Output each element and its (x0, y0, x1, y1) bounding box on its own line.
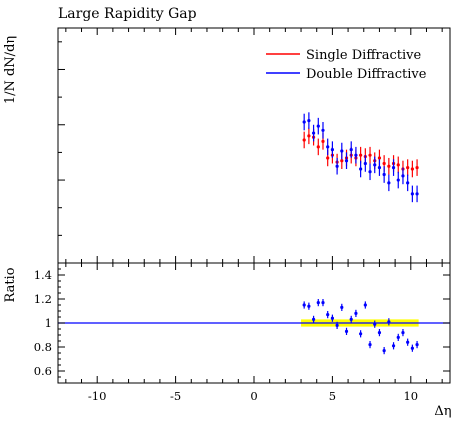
ratio-data-point (410, 346, 414, 350)
ratio-plot-panel: 0.6 0.8 1 1.2 1.4 -10 -5 0 5 10 (34, 262, 451, 403)
ratio-data-point (401, 331, 405, 335)
data-point (354, 153, 358, 157)
ratio-data-point (377, 331, 382, 335)
ratio-data-point (316, 301, 320, 305)
legend-label-double-diffractive: Double Diffractive (306, 67, 427, 82)
ratio-y-tick-label: 0.8 (34, 340, 52, 354)
ratio-data-point (391, 344, 396, 348)
data-point (387, 181, 391, 185)
ratio-data-point (363, 303, 367, 307)
data-point (415, 192, 419, 196)
data-point (316, 124, 320, 128)
data-point (410, 192, 414, 196)
ratio-data-point (349, 317, 353, 321)
x-tick-label: -10 (88, 389, 107, 403)
ratio-series-double-diffractive (302, 299, 419, 355)
data-point (406, 181, 410, 185)
data-point (377, 156, 382, 160)
data-point (406, 166, 410, 170)
ratio-y-axis-label: Ratio (3, 267, 18, 302)
data-point (302, 120, 306, 124)
ratio-y-tick-label: 1.4 (34, 268, 52, 282)
ratio-reference-band-layer (58, 319, 450, 327)
ratio-y-tick-label: 1 (45, 316, 52, 330)
data-point (401, 174, 405, 178)
data-point (316, 145, 320, 149)
data-point (359, 153, 363, 157)
main-plot-ticks (58, 28, 443, 263)
x-tick-label: 10 (403, 389, 418, 403)
data-point (359, 167, 363, 171)
data-point (340, 159, 344, 163)
ratio-data-point (368, 343, 372, 347)
data-point (330, 148, 334, 152)
data-point (373, 163, 377, 167)
x-tick-label: 5 (329, 389, 336, 403)
main-plot-panel: Single Diffractive Double Diffractive (57, 27, 451, 264)
ratio-y-tick-label: 1.2 (34, 292, 52, 306)
x-axis-label: Δη (434, 404, 451, 419)
ratio-data-point (396, 335, 400, 339)
data-point (321, 139, 325, 143)
x-tick-label: 0 (250, 389, 257, 403)
data-point (344, 159, 349, 163)
ratio-data-point (382, 349, 386, 353)
main-plot-points (302, 112, 419, 203)
data-point (311, 131, 316, 135)
data-point (382, 172, 386, 177)
main-plot-title: Large Rapidity Gap (58, 6, 197, 22)
ratio-data-point (354, 311, 358, 315)
ratio-data-point (335, 323, 339, 327)
ratio-y-tick-label: 0.6 (34, 364, 52, 378)
ratio-data-point (387, 320, 391, 324)
data-point (326, 156, 330, 160)
data-point (307, 134, 311, 138)
data-point (326, 145, 330, 149)
data-point (391, 166, 396, 170)
ratio-data-point (307, 304, 311, 308)
ratio-data-point (311, 317, 316, 321)
data-point (387, 164, 391, 168)
data-point (321, 128, 325, 132)
data-point (307, 119, 311, 123)
ratio-data-point (326, 313, 330, 317)
data-point (302, 138, 306, 142)
ratio-data-point (302, 303, 306, 307)
data-point (368, 170, 372, 174)
main-plot-frame (57, 27, 451, 264)
ratio-data-point (340, 305, 344, 309)
data-point (410, 167, 414, 171)
ratio-data-point (321, 301, 325, 305)
ratio-data-point (373, 322, 377, 326)
data-point (396, 178, 400, 182)
ratio-data-point (406, 340, 410, 344)
x-tick-label: -5 (170, 389, 181, 403)
data-point (363, 161, 367, 166)
ratio-data-point (359, 332, 363, 336)
ratio-data-point (344, 329, 349, 333)
data-point (382, 161, 386, 166)
ratio-data-point (415, 343, 419, 347)
data-point (396, 163, 400, 167)
ratio-plot-ticks: 0.6 0.8 1 1.2 1.4 -10 -5 0 5 10 (34, 263, 450, 403)
data-point (335, 164, 339, 168)
ratio-data-point (330, 316, 334, 320)
legend-label-single-diffractive: Single Diffractive (306, 48, 422, 63)
series-double-diffractive (302, 112, 419, 203)
data-point (368, 153, 372, 157)
data-point (340, 149, 344, 153)
ratio-plot-points (302, 299, 419, 355)
data-point (415, 166, 419, 170)
main-y-axis-label: 1/N dN/dη (3, 36, 18, 104)
data-point (349, 148, 353, 152)
legend: Single Diffractive Double Diffractive (266, 48, 427, 82)
data-point (377, 166, 382, 170)
